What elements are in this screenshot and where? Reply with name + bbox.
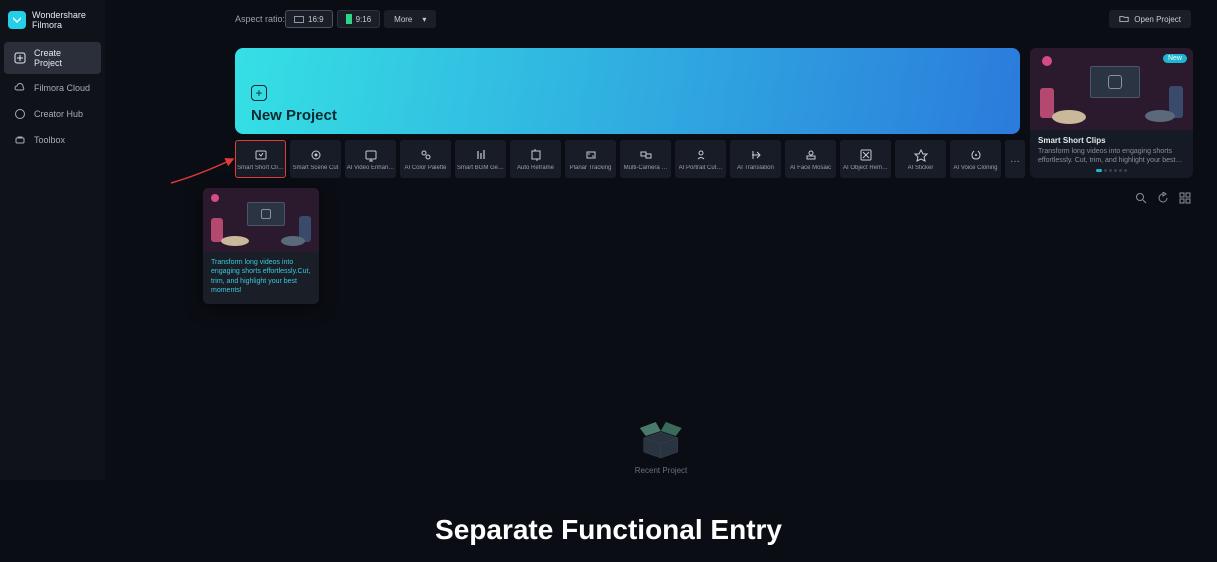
ratio-label: 16:9 [308,15,324,24]
aspect-ratio-16-9[interactable]: 16:9 [285,10,333,28]
empty-box-icon [636,420,686,460]
sidebar-item-label: Creator Hub [34,109,83,119]
new-project-banner[interactable]: + New Project [235,48,1020,134]
tile-label: AI Voice Cloning [953,165,997,171]
chevron-down-icon: ▾ [422,15,426,24]
tile-label: AI Translation [737,165,774,171]
tool-tile[interactable]: Planar Tracking [565,140,616,178]
cloud-icon [14,82,26,94]
tool-icon [529,148,543,162]
empty-label: Recent Project [635,466,687,475]
open-project-label: Open Project [1134,15,1181,24]
feature-title: Smart Short Clips [1038,136,1185,145]
feature-tooltip: Transform long videos into engaging shor… [203,188,319,304]
new-badge: New [1163,54,1187,63]
annotation-arrow [169,155,239,185]
more-tools-button[interactable]: … [1005,140,1025,178]
tool-tile[interactable]: AI Translation [730,140,781,178]
tool-tile[interactable]: Smart Short Cli… [235,140,286,178]
aspect-ratio-label: Aspect ratio: [235,14,285,24]
tooltip-text: Transform long videos into engaging shor… [211,258,311,296]
tool-tile[interactable]: AI Face Mosaic [785,140,836,178]
tile-label: Smart Short Cli… [237,165,284,171]
tile-label: Smart BGM Ge… [457,165,504,171]
caption-text: Separate Functional Entry [0,514,1217,546]
tool-tiles-row: Smart Short Cli… Smart Scene Cut AI Video … [235,140,1025,178]
tool-icon [419,148,433,162]
sidebar-item-creator-hub[interactable]: Creator Hub [4,102,101,126]
sidebar-item-label: Filmora Cloud [34,83,90,93]
tool-icon [969,148,983,162]
grid-view-icon[interactable] [1179,192,1191,204]
tool-icon [859,148,873,162]
tool-tile[interactable]: Auto Reframe [510,140,561,178]
tile-label: AI Portrait Cut… [679,165,723,171]
feature-thumbnail: New [1030,48,1193,130]
sidebar: Wondershare Filmora Create Project Filmo… [0,0,105,480]
logo-icon [8,11,26,29]
tile-label: AI Object Rem… [843,165,888,171]
tool-icon [584,148,598,162]
tool-icon [474,148,488,162]
recent-project-empty: Recent Project [635,420,687,475]
open-project-button[interactable]: Open Project [1109,10,1191,28]
sidebar-item-filmora-cloud[interactable]: Filmora Cloud [4,76,101,100]
tool-icon [639,148,653,162]
tool-tile[interactable]: Multi-Camera … [620,140,671,178]
plus-square-icon [14,52,26,64]
tool-icon [749,148,763,162]
compass-icon [14,108,26,120]
more-label: More [394,15,412,24]
tile-label: AI Face Mosaic [790,165,831,171]
ratio-label: 9:16 [356,15,372,24]
tool-icon [694,148,708,162]
topbar: Aspect ratio: 16:9 9:16 More ▾ Open Proj… [105,0,1217,42]
aspect-ratio-more[interactable]: More ▾ [384,10,436,28]
tool-tile[interactable]: AI Voice Cloning [950,140,1001,178]
tool-icon [254,148,268,162]
plus-icon: + [251,85,267,101]
tool-tile[interactable]: Smart Scene Cut [290,140,341,178]
tile-label: Planar Tracking [570,165,612,171]
tile-label: Smart Scene Cut [293,165,339,171]
feature-card[interactable]: New Smart Short Clips Transform long vid… [1030,48,1193,178]
main-area: Aspect ratio: 16:9 9:16 More ▾ Open Proj… [105,0,1217,480]
app-logo: Wondershare Filmora [0,6,105,40]
aspect-ratio-9-16[interactable]: 9:16 [337,10,381,28]
view-actions [1135,192,1191,204]
refresh-icon[interactable] [1157,192,1169,204]
tool-icon [364,148,378,162]
tile-label: Multi-Camera … [624,165,668,171]
tool-tile[interactable]: AI Object Rem… [840,140,891,178]
carousel-dots[interactable] [1038,169,1185,172]
toolbox-icon [14,134,26,146]
sidebar-item-toolbox[interactable]: Toolbox [4,128,101,152]
tool-tile[interactable]: Smart BGM Ge… [455,140,506,178]
sidebar-item-label: Create Project [34,48,91,68]
tooltip-thumbnail [203,188,319,252]
search-icon[interactable] [1135,192,1147,204]
tool-tile[interactable]: AI Color Palette [400,140,451,178]
ratio-chip-icon [294,16,304,23]
tool-tile[interactable]: AI Sticker [895,140,946,178]
brand-line1: Wondershare [32,10,86,20]
hero-title: New Project [251,107,1004,124]
feature-description: Transform long videos into engaging shor… [1038,147,1185,165]
tool-icon [804,148,818,162]
tile-label: AI Sticker [908,165,934,171]
ratio-chip-icon [346,14,352,24]
folder-icon [1119,14,1129,24]
tile-label: AI Video Enhan… [347,165,395,171]
tile-label: Auto Reframe [517,165,554,171]
tool-tile[interactable]: AI Video Enhan… [345,140,396,178]
tool-icon [914,148,928,162]
tool-tile[interactable]: AI Portrait Cut… [675,140,726,178]
brand-line2: Filmora [32,20,86,30]
tile-label: AI Color Palette [404,165,446,171]
sidebar-item-label: Toolbox [34,135,65,145]
sidebar-item-create-project[interactable]: Create Project [4,42,101,74]
tool-icon [309,148,323,162]
